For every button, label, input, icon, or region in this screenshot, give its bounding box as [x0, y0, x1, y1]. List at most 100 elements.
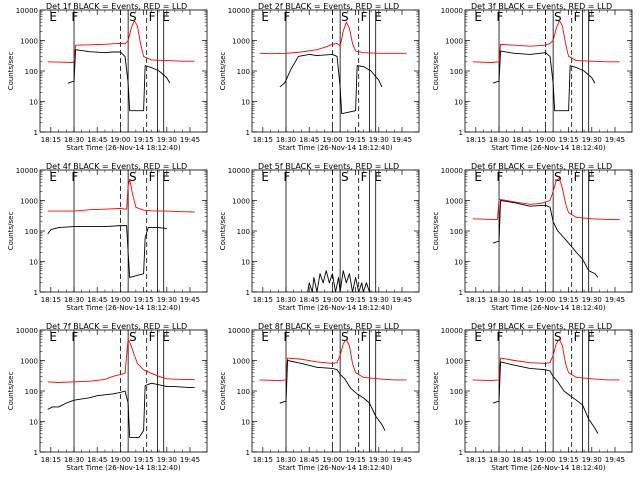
- y-axis-label: Counts/sec: [7, 372, 15, 411]
- plot-frame: [39, 169, 208, 293]
- y-axis-label: Counts/sec: [219, 52, 227, 91]
- detector-panel-4: Det 4f BLACK = Events, RED = LLD 1 10 100 10…: [7, 162, 208, 312]
- region-letter: E: [474, 10, 482, 24]
- x-tick-label: 19:45: [392, 456, 412, 464]
- lld-series-line: [47, 20, 195, 63]
- x-tick-label: 19:30: [369, 296, 389, 304]
- y-tick-label: 1000: [232, 198, 250, 206]
- region-letter: S: [554, 10, 562, 24]
- events-series-line: [307, 270, 372, 292]
- x-tick-label: 19:45: [180, 456, 200, 464]
- x-tick-label: 18:45: [512, 456, 532, 464]
- y-tick-label: 100: [450, 228, 463, 236]
- plot-data: [307, 270, 372, 292]
- events-series-line: [492, 50, 596, 112]
- panel-title: Det 9f BLACK = Events, RED = LLD: [471, 322, 612, 331]
- x-tick-label: 18:30: [276, 136, 296, 144]
- y-tick-label: 10000: [228, 7, 250, 15]
- lld-series-line: [259, 21, 407, 55]
- events-series-line: [492, 361, 599, 434]
- y-tick-label: 10000: [16, 167, 38, 175]
- plot-data: [472, 177, 620, 278]
- y-tick-label: 100: [25, 388, 38, 396]
- plot-frame: [251, 329, 420, 453]
- events-series-line: [47, 225, 167, 278]
- y-tick-label: 10: [29, 259, 38, 267]
- x-tick-label: 18:45: [87, 456, 107, 464]
- region-letter: F: [283, 330, 290, 344]
- y-tick-label: 1: [246, 449, 250, 457]
- y-tick-label: 1000: [445, 198, 463, 206]
- x-tick-label: 18:45: [299, 136, 319, 144]
- y-tick-label: 10: [241, 99, 250, 107]
- lld-series-line: [47, 338, 195, 383]
- x-tick-label: 19:00: [110, 456, 130, 464]
- plot-frame: [251, 169, 420, 293]
- x-tick-label: 19:30: [582, 296, 602, 304]
- plot-data: [47, 20, 195, 112]
- region-letter: E: [162, 330, 170, 344]
- panel-title: Det 3f BLACK = Events, RED = LLD: [471, 2, 612, 11]
- events-series-line: [47, 382, 195, 438]
- x-tick-label: 19:15: [346, 456, 366, 464]
- lld-series-line: [472, 338, 620, 382]
- region-letter: E: [162, 10, 170, 24]
- plot-data: [472, 338, 620, 434]
- y-axis-label: Counts/sec: [432, 52, 440, 91]
- plot-frame: [251, 9, 420, 133]
- lld-series-line: [472, 20, 620, 63]
- x-tick-label: 19:00: [535, 136, 555, 144]
- plot-frame: [464, 329, 633, 453]
- region-letter: S: [341, 10, 349, 24]
- x-tick-label: 19:45: [605, 136, 625, 144]
- y-axis-label: Counts/sec: [219, 372, 227, 411]
- plot-frame: [464, 169, 633, 293]
- y-tick-label: 1: [34, 129, 38, 137]
- x-tick-label: 18:15: [253, 296, 273, 304]
- region-letter: E: [374, 10, 382, 24]
- x-tick-label: 18:30: [489, 296, 509, 304]
- y-tick-label: 1000: [445, 38, 463, 46]
- x-tick-label: 19:00: [110, 296, 130, 304]
- panel-title: Det 2f BLACK = Events, RED = LLD: [258, 2, 399, 11]
- x-axis-label: Start Time (26-Nov-14 18:12:40): [491, 464, 605, 472]
- region-letter: F: [574, 10, 581, 24]
- y-tick-label: 1000: [20, 198, 38, 206]
- detector-panel-6: Det 6f BLACK = Events, RED = LLD 1 10 100 10…: [432, 162, 633, 312]
- region-letter: S: [341, 330, 349, 344]
- x-tick-label: 19:00: [110, 136, 130, 144]
- y-tick-label: 10000: [441, 327, 463, 335]
- x-tick-label: 19:30: [369, 456, 389, 464]
- x-tick-label: 18:30: [489, 136, 509, 144]
- y-tick-label: 1: [246, 289, 250, 297]
- plot-frame: [464, 9, 633, 133]
- x-tick-label: 18:30: [64, 296, 84, 304]
- x-tick-label: 19:15: [559, 296, 579, 304]
- x-tick-label: 19:45: [392, 136, 412, 144]
- detector-panel-8: Det 8f BLACK = Events, RED = LLD 1 10 100 10…: [219, 322, 420, 472]
- plot-data: [47, 178, 195, 278]
- x-tick-label: 18:45: [87, 296, 107, 304]
- detector-panel-9: Det 9f BLACK = Events, RED = LLD 1 10 100 10…: [432, 322, 633, 472]
- detector-panel-5: Det 5f BLACK = Events, RED = LLD 1 10 100 10…: [219, 162, 420, 312]
- region-letter: F: [496, 10, 503, 24]
- x-tick-label: 19:45: [180, 136, 200, 144]
- region-letter: E: [261, 170, 269, 184]
- x-tick-label: 19:00: [535, 456, 555, 464]
- x-tick-label: 18:30: [64, 136, 84, 144]
- x-tick-label: 19:45: [605, 456, 625, 464]
- y-tick-label: 10: [29, 419, 38, 427]
- x-tick-label: 19:30: [582, 456, 602, 464]
- x-axis-label: Start Time (26-Nov-14 18:12:40): [66, 304, 180, 312]
- x-tick-label: 19:15: [346, 136, 366, 144]
- x-tick-label: 18:30: [276, 456, 296, 464]
- x-axis-label: Start Time (26-Nov-14 18:12:40): [66, 464, 180, 472]
- x-axis-label: Start Time (26-Nov-14 18:12:40): [278, 464, 392, 472]
- y-axis-label: Counts/sec: [219, 212, 227, 251]
- region-letter: F: [71, 330, 78, 344]
- region-letter: E: [474, 170, 482, 184]
- y-axis-label: Counts/sec: [7, 212, 15, 251]
- region-letter: E: [49, 330, 57, 344]
- x-tick-label: 19:15: [134, 456, 154, 464]
